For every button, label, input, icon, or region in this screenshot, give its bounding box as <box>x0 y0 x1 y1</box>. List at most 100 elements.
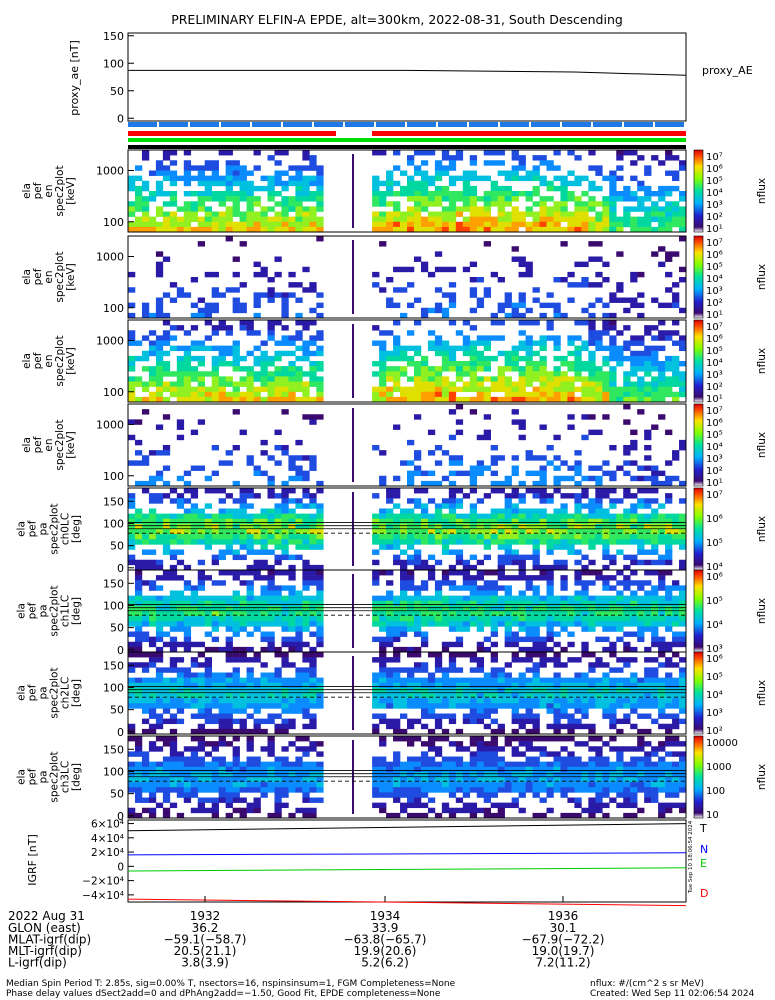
status-green-bar <box>128 138 686 142</box>
pitch-panel-7: 150 100 50 0 ela pef pa spec2plot ch3LC [deg] 1000… <box>16 735 768 823</box>
panel-ylabel-line: spec2plot <box>54 251 66 302</box>
spectrogram-cells <box>128 652 687 735</box>
proxy-ae-tick-label: 0 <box>117 112 124 125</box>
colorbar: 10⁶ 10⁵ 10⁴ 10³ 10² nflux <box>693 651 768 737</box>
gap-stripe <box>352 154 354 228</box>
colorbar-tick-label: 10⁶ <box>706 654 723 665</box>
proxy-ae-ticks: 150 100 50 0 <box>103 30 134 125</box>
igrf-ticks: 6×10⁴ 4×10⁴ 2×10⁴ 0 −2×10⁴ −4×10⁴ <box>82 819 134 902</box>
colorbar-tick-label: 10⁷ <box>706 238 723 249</box>
colorbar-tick-label: 10⁷ <box>706 490 723 501</box>
time-row-label: GLON (east) <box>8 921 81 935</box>
status-red-bar-right <box>372 131 686 136</box>
panel-ylabel-line: en <box>43 438 55 451</box>
time-date-label: 2022 Aug 31 <box>8 909 85 923</box>
colorbar-tick-label: 10¹ <box>706 394 723 405</box>
spectrogram-cells <box>128 488 687 571</box>
colorbar-tick-label: 10¹ <box>706 224 723 235</box>
colorbar-tick-label: 10³ <box>706 286 723 297</box>
spectrogram-cells <box>128 150 687 233</box>
panel-ytick-label: 50 <box>110 788 124 801</box>
colorbar-tick-label: 10² <box>706 212 723 223</box>
panel-ylabel-line: [deg] <box>71 515 83 543</box>
colorbar-tick-label: 10⁵ <box>706 262 723 273</box>
proxy-ae-legend: proxy_AE <box>702 64 753 77</box>
time-row-label: L-igrf(dip) <box>8 956 67 970</box>
panel-ylabel: ela pef pa spec2plot ch0LC [deg] <box>16 503 83 554</box>
status-blue-segment <box>469 122 498 127</box>
time-axis: 2022 Aug 31 1932 1934 1936 GLON (east) 36.2 3… <box>8 896 604 970</box>
gap-stripe <box>352 408 354 482</box>
status-blue-segment <box>190 122 219 127</box>
colorbar-tick-label: 10² <box>706 382 723 393</box>
panel-ylabel-line: ela <box>21 437 33 453</box>
panel-frame <box>127 235 687 319</box>
colorbar-tick-label: 100 <box>706 786 725 797</box>
panel-ylabel-line: [deg] <box>71 679 83 707</box>
igrf-tick-label: 4×10⁴ <box>91 833 124 845</box>
status-blue-segment <box>159 122 188 127</box>
panel-ylabel-line: pef <box>32 352 44 369</box>
igrf-legend-d: D <box>700 887 708 900</box>
igrf-legend: TNE D <box>699 822 708 900</box>
colorbar-label: nflux <box>756 348 768 374</box>
status-blue-segment <box>531 122 560 127</box>
status-blue-segment <box>376 122 405 127</box>
time-row-value: −67.9(−72.2) <box>522 933 605 947</box>
panel-ylabel-line: ela <box>16 769 28 785</box>
footer-line2-left: Phase delay values dSect2add=0 and dPhAn… <box>6 989 441 999</box>
igrf-tick-label: 6×10⁴ <box>91 819 124 831</box>
colorbar-tick-label: 10⁶ <box>706 418 723 429</box>
panel-ylabel-line: en <box>43 184 55 197</box>
igrf-line-e <box>127 867 687 872</box>
panel-ylabel-line: pef <box>32 182 44 199</box>
panel-ytick-label: 0 <box>117 810 124 823</box>
panel-ylabel: ela pef en spec2plot [keV] <box>21 335 77 386</box>
colorbar-tick-label: 10⁴ <box>706 442 723 453</box>
time-row-value: 7.2(11.2) <box>535 956 590 970</box>
colorbar-tick-label: 10¹ <box>706 478 723 489</box>
panel-ylabel: ela pef en spec2plot [keV] <box>21 419 77 470</box>
panel-ylabel-line: ch2LC <box>60 677 72 709</box>
panel-ylabel-line: pef <box>32 268 44 285</box>
igrf-tick-label: 2×10⁴ <box>91 847 124 859</box>
colorbar-tick-label: 10⁶ <box>706 164 723 175</box>
gap-stripe <box>352 324 354 398</box>
igrf-legend-e: E <box>700 857 707 870</box>
colorbar-tick-label: 10⁴ <box>706 188 723 199</box>
igrf-legend-n: N <box>700 843 708 856</box>
colorbar-tick-label: 1000 <box>706 762 731 773</box>
colorbar-tick-label: 10³ <box>706 370 723 381</box>
spectrogram-cells <box>128 236 687 319</box>
time-row-value: 3.8(3.9) <box>181 956 229 970</box>
panel-ylabel-line: en <box>43 270 55 283</box>
colorbar-scale <box>693 487 704 571</box>
status-blue-segment <box>221 122 250 127</box>
gap-stripe <box>352 240 354 314</box>
colorbar-tick-label: 10⁵ <box>706 596 723 607</box>
panel-ylabel-line: pef <box>27 520 39 537</box>
panel-ytick-label: 1000 <box>96 251 124 264</box>
panel-ylabel-line: ch0LC <box>60 513 72 545</box>
colorbar-scale <box>693 403 704 487</box>
igrf-ylabel: IGRF [nT] <box>26 834 39 886</box>
time-tick-label: 1932 <box>190 909 221 923</box>
panel-ytick-label: 100 <box>103 470 124 483</box>
colorbar-tick-label: 10³ <box>706 200 723 211</box>
panel-ytick-label: 50 <box>110 704 124 717</box>
colorbar-tick-label: 10² <box>706 466 723 477</box>
time-row-value: 19.9(20.6) <box>354 944 417 958</box>
igrf-lines <box>127 823 687 907</box>
colorbar-scale <box>693 569 704 653</box>
panel-ylabel-line: spec2plot <box>54 419 66 470</box>
panel-ylabel: ela pef pa spec2plot ch1LC [deg] <box>16 585 83 636</box>
colorbar-tick-label: 10⁵ <box>706 538 723 549</box>
panel-ytick-label: 1000 <box>96 419 124 432</box>
proxy-ae-tick-label: 100 <box>103 57 124 70</box>
panel-frame <box>127 403 687 487</box>
